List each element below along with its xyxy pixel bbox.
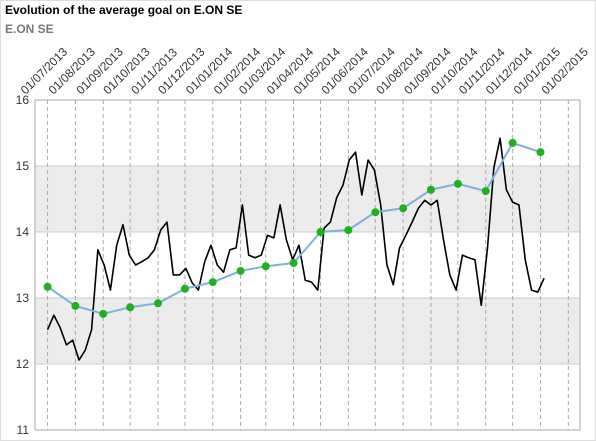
point-marker [289, 259, 298, 268]
point-marker [481, 187, 490, 196]
chart-title: Evolution of the average goal on E.ON SE [5, 3, 242, 17]
point-marker [508, 138, 517, 147]
chart-subtitle: E.ON SE [5, 22, 54, 36]
band [35, 298, 580, 364]
point-marker [99, 309, 108, 318]
y-tick-label: 15 [16, 159, 30, 173]
y-tick-label: 11 [17, 423, 30, 437]
y-tick-label: 12 [16, 357, 30, 371]
point-marker [344, 226, 353, 235]
point-marker [316, 228, 325, 236]
y-tick-label: 13 [16, 291, 30, 305]
series-line [46, 137, 545, 361]
point-marker [126, 303, 135, 312]
point-marker [371, 208, 380, 217]
point-marker [261, 262, 270, 271]
y-tick-label: 16 [16, 93, 30, 107]
point-marker [236, 266, 245, 275]
point-marker [180, 284, 189, 293]
band [35, 166, 580, 232]
point-marker [71, 301, 80, 310]
point-marker [426, 185, 435, 194]
point-marker [536, 148, 545, 157]
plot-frame [34, 99, 581, 431]
point-marker [43, 282, 52, 291]
point-marker [399, 204, 408, 213]
point-marker [453, 179, 462, 188]
point-marker [154, 299, 163, 308]
y-tick-label: 14 [16, 225, 30, 239]
point-marker [208, 278, 217, 287]
